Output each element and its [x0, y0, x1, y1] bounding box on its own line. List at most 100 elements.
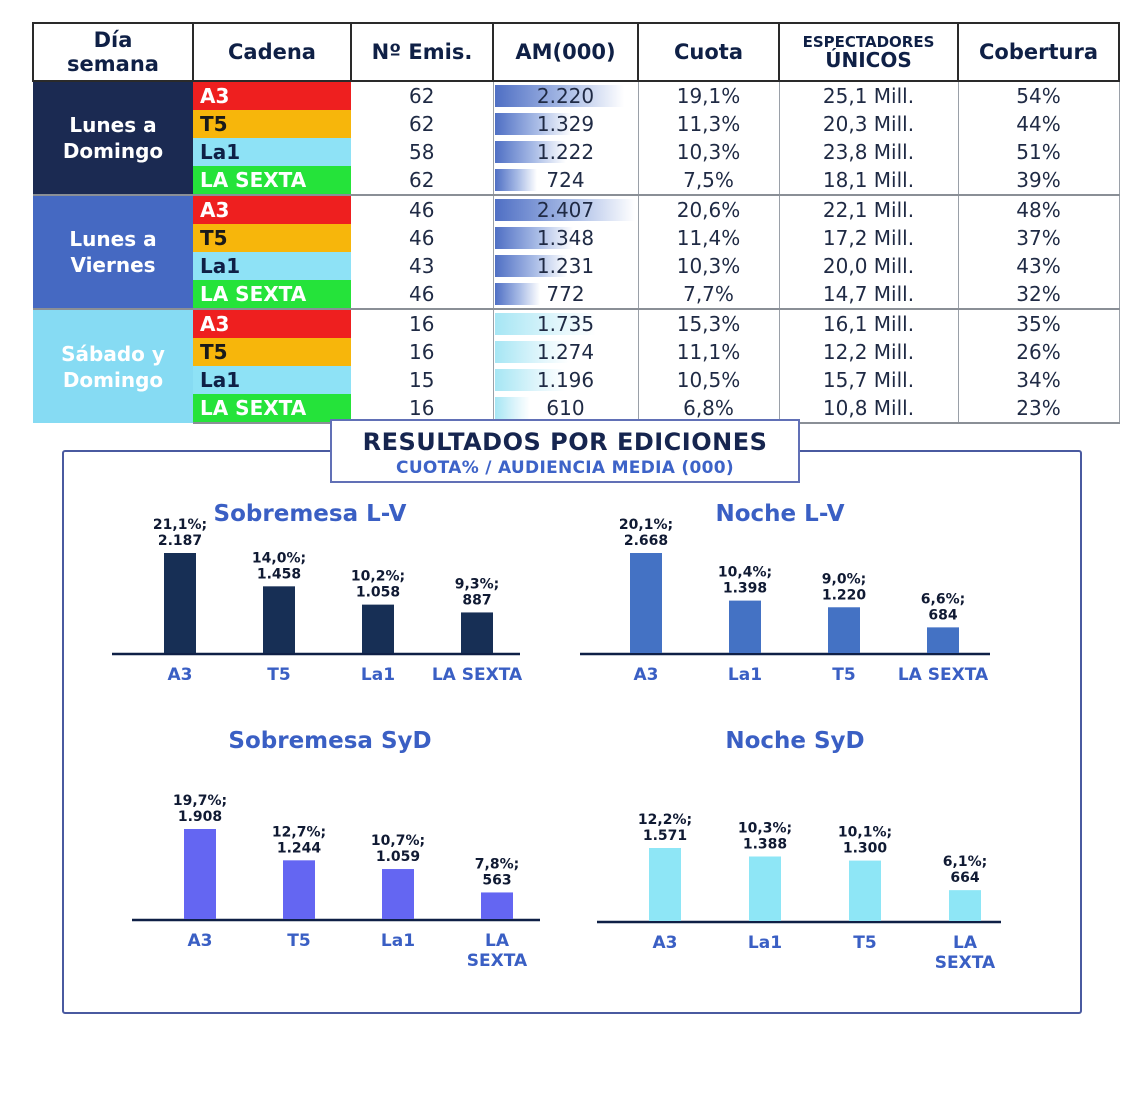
- chart-title: Sobremesa SyD: [228, 728, 431, 754]
- cuota-cell: 11,3%: [638, 110, 780, 138]
- category-label: T5: [832, 665, 855, 685]
- data-label-share: 7,8%;: [475, 856, 519, 872]
- cobertura-cell: 37%: [958, 224, 1120, 252]
- espectadores-cell: 23,8 Mill.: [779, 138, 959, 166]
- espectadores-cell: 22,1 Mill.: [779, 194, 959, 224]
- am-cell: 1.274: [493, 338, 639, 366]
- category-label: La1: [381, 931, 415, 951]
- espectadores-cell: 20,3 Mill.: [779, 110, 959, 138]
- data-label-share: 20,1%;: [619, 517, 673, 533]
- am-cell: 1.231: [493, 252, 639, 280]
- cuota-cell: 10,3%: [638, 138, 780, 166]
- header-dia-line1: Día: [93, 28, 133, 52]
- chart-noche-syd: Noche SyD 12,2%;1.571 A3 10,3%;1.388 La1 10,1…: [597, 728, 1001, 973]
- group-label-line: Domingo: [62, 139, 164, 163]
- data-label-audience: 1.220: [822, 587, 867, 603]
- category-label: A3: [168, 665, 193, 685]
- cobertura-cell: 34%: [958, 366, 1120, 394]
- bar: [749, 856, 781, 921]
- cuota-cell: 7,7%: [638, 280, 780, 309]
- bar: [461, 612, 493, 653]
- table-header-row: Día semana Cadena Nº Emis. AM(000) Cuota…: [32, 22, 1120, 82]
- am-value: 1.222: [536, 140, 595, 164]
- table-row: T5 16 1.274 11,1% 12,2 Mill. 26%: [33, 338, 1120, 366]
- am-cell: 1.196: [493, 366, 639, 394]
- emisiones-cell: 62: [351, 110, 494, 138]
- am-value: 1.348: [536, 226, 595, 250]
- data-label-audience: 1.388: [743, 837, 787, 853]
- espectadores-cell: 20,0 Mill.: [779, 252, 959, 280]
- data-label-audience: 684: [928, 607, 957, 623]
- data-label-audience: 1.908: [178, 809, 222, 825]
- data-label-share: 14,0%;: [252, 550, 306, 566]
- channel-cell: La1: [193, 252, 351, 280]
- header-cuota: Cuota: [637, 22, 780, 82]
- am-databar: [494, 227, 573, 249]
- table-row: La1 58 1.222 10,3% 23,8 Mill. 51%: [33, 138, 1120, 166]
- category-label: T5: [267, 665, 290, 685]
- channel-cell: LA SEXTA: [193, 394, 351, 424]
- chart-title: Noche L-V: [716, 501, 845, 527]
- table-row: Lunes a Viernes A3 46 2.407 20,6% 22,1 Mill. 48…: [33, 194, 1120, 309]
- data-label-share: 19,7%;: [173, 793, 227, 809]
- header-cobertura: Cobertura: [957, 22, 1120, 82]
- group-label-line: Viernes: [70, 253, 156, 277]
- am-cell: 724: [493, 166, 639, 195]
- data-label-share: 9,0%;: [822, 571, 866, 587]
- data-label-share: 10,1%;: [838, 825, 892, 841]
- table-body: Lunes a Domingo A3 62 2.220 19,1% 25,1 Mill. 54…: [33, 80, 1120, 424]
- channel-cell: La1: [193, 138, 351, 166]
- category-label: SEXTA: [935, 953, 996, 973]
- chart-noche-lv: Noche L-V 20,1%;2.668 A3 10,4%;1.398 La1 9,0%…: [580, 501, 990, 685]
- category-label: LA SEXTA: [898, 665, 989, 685]
- channel-cell: La1: [193, 366, 351, 394]
- chart-sobremesa-lv: Sobremesa L-V 21,1%;2.187 A3 14,0%;1.458 T5 1…: [112, 501, 523, 685]
- channel-cell: A3: [193, 194, 351, 224]
- header-dia-line2: semana: [67, 52, 159, 76]
- cobertura-cell: 32%: [958, 280, 1120, 309]
- channel-cell: T5: [193, 338, 351, 366]
- bar: [164, 553, 196, 653]
- header-espectadores-line1: ESPECTADORES: [802, 33, 935, 51]
- data-label-share: 6,6%;: [921, 591, 965, 607]
- espectadores-cell: 18,1 Mill.: [779, 166, 959, 195]
- cuota-cell: 15,3%: [638, 308, 780, 338]
- emisiones-cell: 46: [351, 280, 494, 309]
- am-cell: 1.222: [493, 138, 639, 166]
- cuota-cell: 10,5%: [638, 366, 780, 394]
- am-value: 2.407: [536, 198, 595, 222]
- header-dia: Día semana: [32, 22, 194, 82]
- category-label: T5: [853, 933, 876, 953]
- emisiones-cell: 16: [351, 308, 494, 338]
- cuota-cell: 19,1%: [638, 80, 780, 110]
- header-am: AM(000): [492, 22, 639, 82]
- cuota-cell: 10,3%: [638, 252, 780, 280]
- cobertura-cell: 48%: [958, 194, 1120, 224]
- am-value: 1.274: [536, 340, 595, 364]
- group-label-line: Lunes a: [69, 113, 157, 137]
- category-label: A3: [188, 931, 213, 951]
- emisiones-cell: 46: [351, 194, 494, 224]
- emisiones-cell: 62: [351, 80, 494, 110]
- audience-table: Día semana Cadena Nº Emis. AM(000) Cuota…: [32, 22, 1120, 424]
- data-label-audience: 2.668: [624, 533, 668, 549]
- header-espectadores-line2: ÚNICOS: [780, 50, 957, 71]
- am-value: 1.231: [536, 254, 595, 278]
- bar: [283, 860, 315, 919]
- data-label-share: 6,1%;: [943, 854, 987, 870]
- emisiones-cell: 58: [351, 138, 494, 166]
- cobertura-cell: 26%: [958, 338, 1120, 366]
- data-label-audience: 1.244: [277, 840, 322, 856]
- chart-sobremesa-syd: Sobremesa SyD 19,7%;1.908 A3 12,7%;1.244 T5 1…: [132, 728, 540, 971]
- data-label-share: 10,3%;: [738, 821, 792, 837]
- cuota-cell: 20,6%: [638, 194, 780, 224]
- am-value: 1.196: [536, 368, 595, 392]
- am-value: 1.735: [536, 312, 595, 336]
- panel-subtitle: CUOTA% / AUDIENCIA MEDIA (000): [396, 458, 734, 478]
- cobertura-cell: 44%: [958, 110, 1120, 138]
- category-label: A3: [653, 933, 678, 953]
- bar: [362, 604, 394, 653]
- chart-title: Noche SyD: [725, 728, 864, 754]
- am-value: 724: [546, 168, 585, 192]
- data-label-audience: 563: [482, 872, 511, 888]
